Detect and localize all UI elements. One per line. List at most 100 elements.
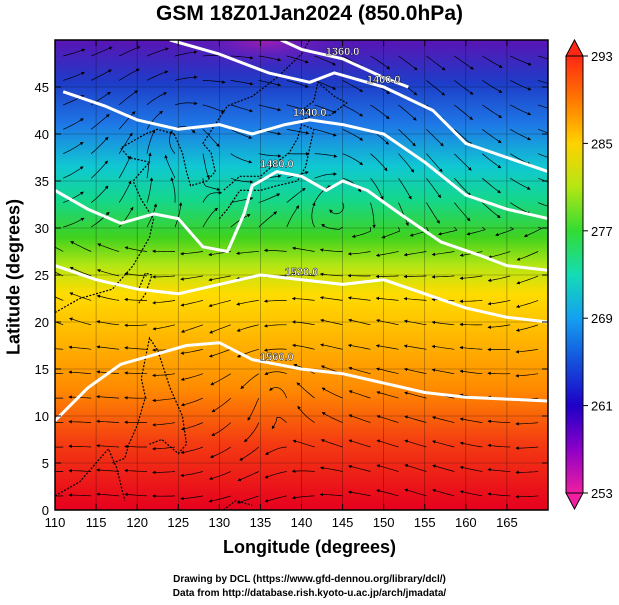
x-tick-label: 110 — [45, 515, 66, 530]
wind-streamline — [403, 274, 427, 279]
wind-streamline — [180, 495, 203, 501]
wind-streamline — [348, 414, 371, 423]
wind-streamline — [55, 495, 64, 497]
wind-streamline — [236, 300, 259, 306]
wind-streamline — [90, 114, 110, 130]
wind-streamline — [96, 492, 120, 497]
wind-streamline — [516, 275, 539, 285]
wind-streamline — [146, 177, 154, 203]
wind-streamline — [258, 153, 282, 158]
wind-streamline — [286, 104, 309, 112]
wind-streamline — [258, 193, 281, 203]
wind-streamline — [164, 154, 176, 179]
wind-streamline — [237, 471, 259, 482]
wind-streamline — [296, 382, 315, 399]
wind-streamline — [404, 439, 427, 448]
contour-line — [62, 90, 549, 221]
wind-streamline — [180, 348, 203, 355]
wind-streamline — [398, 178, 412, 200]
colorbar-ticks: 293 285 277 269 261 253 — [583, 49, 613, 501]
wind-streamline — [202, 80, 226, 84]
wind-streamline — [426, 129, 444, 147]
wind-streamline — [459, 441, 483, 448]
y-tick-label: 20 — [35, 315, 49, 330]
wind-streamline — [321, 387, 343, 399]
wind-streamline — [431, 275, 455, 279]
wind-streamline — [342, 153, 364, 166]
wind-streamline — [398, 55, 418, 71]
wind-streamline — [90, 185, 109, 203]
wind-streamline — [146, 70, 169, 81]
wind-streamline — [404, 488, 427, 497]
wind-streamline — [351, 227, 371, 238]
colorbar-tick-label: 253 — [591, 486, 613, 501]
wind-streamline — [96, 444, 120, 448]
contour-label: 1520.0 — [285, 267, 319, 279]
wind-streamline — [409, 226, 429, 237]
wind-streamline — [347, 343, 371, 350]
wind-streamline — [210, 373, 231, 386]
wind-streamline — [515, 373, 539, 378]
x-axis: 110 115 120 125 130 135 140 145 150 155 160 165 — [45, 40, 518, 530]
wind-streamline — [398, 153, 415, 173]
wind-streamline — [286, 80, 309, 88]
wind-streamline — [516, 300, 539, 309]
wind-streamline — [403, 367, 427, 375]
wind-streamline — [124, 468, 148, 473]
wind-streamline — [348, 464, 371, 472]
wind-streamline — [482, 129, 502, 144]
wind-streamline — [124, 492, 148, 497]
wind-streamline — [398, 129, 416, 147]
wind-streamline — [432, 464, 455, 472]
colorbar-upper-arrow — [565, 38, 584, 57]
wind-streamline — [291, 272, 315, 277]
wind-streamline — [314, 104, 337, 114]
wind-streamline — [537, 202, 548, 207]
colorbar-tick-label: 277 — [591, 224, 613, 239]
wind-streamline — [152, 422, 176, 427]
wind-streamline — [243, 422, 260, 443]
wind-streamline — [258, 104, 282, 112]
wind-streamline — [487, 324, 511, 329]
wind-streamline — [63, 48, 86, 57]
wind-streamline — [209, 471, 231, 481]
wind-streamline — [488, 251, 511, 259]
wind-streamline — [124, 246, 148, 252]
wind-streamline — [96, 269, 120, 277]
wind-streamline — [319, 492, 343, 497]
wind-streamline — [438, 226, 458, 236]
wind-streamline — [487, 468, 511, 472]
wind-streamline — [208, 348, 231, 358]
wind-streamline — [314, 55, 337, 66]
wind-streamline — [398, 104, 417, 121]
x-tick-label: 165 — [496, 515, 518, 530]
wind-streamline — [55, 271, 64, 277]
wind-streamline — [403, 319, 427, 326]
wind-streamline — [91, 46, 113, 57]
wind-streamline — [348, 439, 371, 448]
wind-streamline — [459, 299, 483, 304]
wind-streamline — [321, 223, 343, 230]
wind-streamline — [230, 153, 253, 164]
wind-streamline — [91, 69, 112, 81]
wind-streamline — [202, 104, 225, 113]
wind-streamline — [376, 489, 399, 497]
credit-drawing: Drawing by DCL (https://www.gfd-dennou.o… — [173, 574, 446, 585]
wind-streamline — [320, 318, 343, 326]
wind-streamline — [375, 274, 399, 279]
wind-streamline — [454, 177, 471, 197]
wind-streamline — [431, 368, 455, 375]
wind-streamline — [124, 346, 148, 350]
wind-streamline — [376, 367, 399, 375]
wind-streamline — [537, 153, 548, 158]
wind-streamline — [286, 128, 310, 135]
wind-streamline — [63, 217, 85, 228]
wind-streamline — [180, 300, 203, 307]
wind-streamline — [487, 300, 511, 306]
wind-streamline — [314, 128, 337, 137]
wind-streamline — [482, 177, 501, 194]
coastline — [223, 499, 253, 510]
wind-streamline — [431, 320, 455, 326]
wind-streamline — [454, 104, 474, 120]
wind-streamline — [124, 272, 148, 277]
